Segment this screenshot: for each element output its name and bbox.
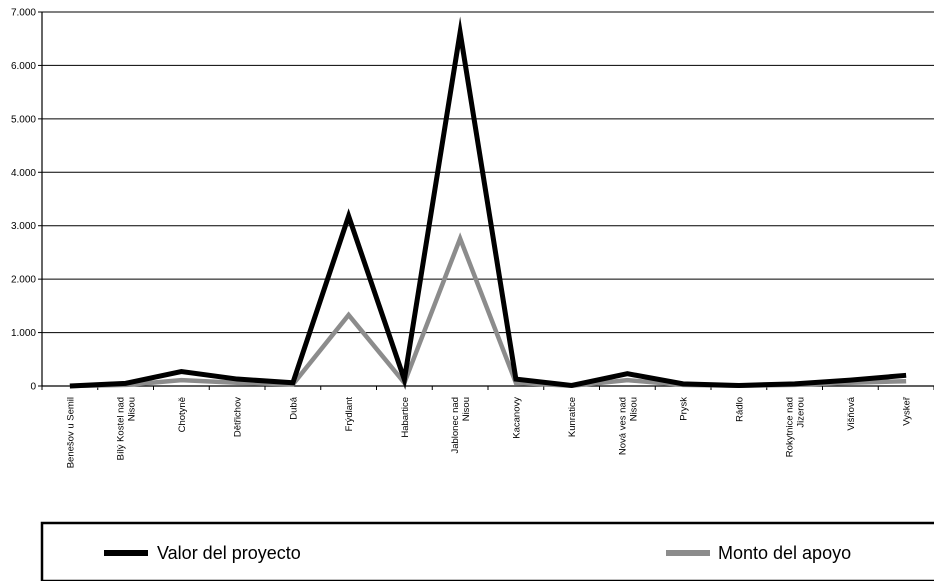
x-tick-label: Habartice [400, 397, 411, 438]
x-tick-label: Jablonec nadNisou [450, 397, 472, 454]
legend-box [40, 521, 934, 581]
x-tick-label: Vyskeř [902, 396, 913, 426]
x-tick-label: Dubá [288, 396, 299, 419]
y-tick-label: 2.000 [11, 275, 36, 286]
series-lines [69, 16, 907, 390]
x-tick-label: Rokytnice nadJizerou [785, 397, 807, 457]
x-tick-label: Nová ves nadNisou [617, 397, 639, 455]
x-tick-label: Dětřichov [233, 397, 244, 437]
x-axis-ticks: Benešov u Semil Bílý Kostel nadNisou Choty… [41, 386, 934, 468]
x-tick-label: Frýdlant [344, 397, 355, 432]
legend-label-monto: Monto del apoyo [718, 543, 851, 563]
x-tick-label: Benešov u Semil [65, 397, 76, 468]
y-tick-label: 6.000 [11, 61, 36, 72]
y-tick-label: 3.000 [11, 221, 36, 232]
x-tick-label: Rádlo [734, 397, 745, 422]
x-tick-label: Višňová [846, 396, 857, 430]
y-tick-label: 5.000 [11, 114, 36, 125]
legend-label-valor: Valor del proyecto [157, 543, 301, 563]
x-tick-label: Chotyně [177, 397, 188, 432]
y-tick-label: 4.000 [11, 168, 36, 179]
x-tick-label: Kacanovy [511, 397, 522, 439]
x-tick-label: Prysk [679, 397, 690, 421]
y-axis-ticks: 0 1.000 2.000 3.000 4.000 5.000 6.000 7.000 [11, 8, 42, 393]
y-tick-label: 0 [30, 382, 36, 393]
legend: Valor del proyecto Monto del apoyo [40, 521, 934, 581]
y-tick-label: 1.000 [11, 328, 36, 339]
x-tick-label: Bílý Kostel nadNisou [116, 397, 138, 460]
series-line-monto [69, 232, 907, 389]
x-tick-label: Kunratice [567, 397, 578, 437]
series-line-valor [69, 16, 907, 390]
gridlines [42, 11, 934, 334]
y-tick-label: 7.000 [11, 8, 36, 19]
